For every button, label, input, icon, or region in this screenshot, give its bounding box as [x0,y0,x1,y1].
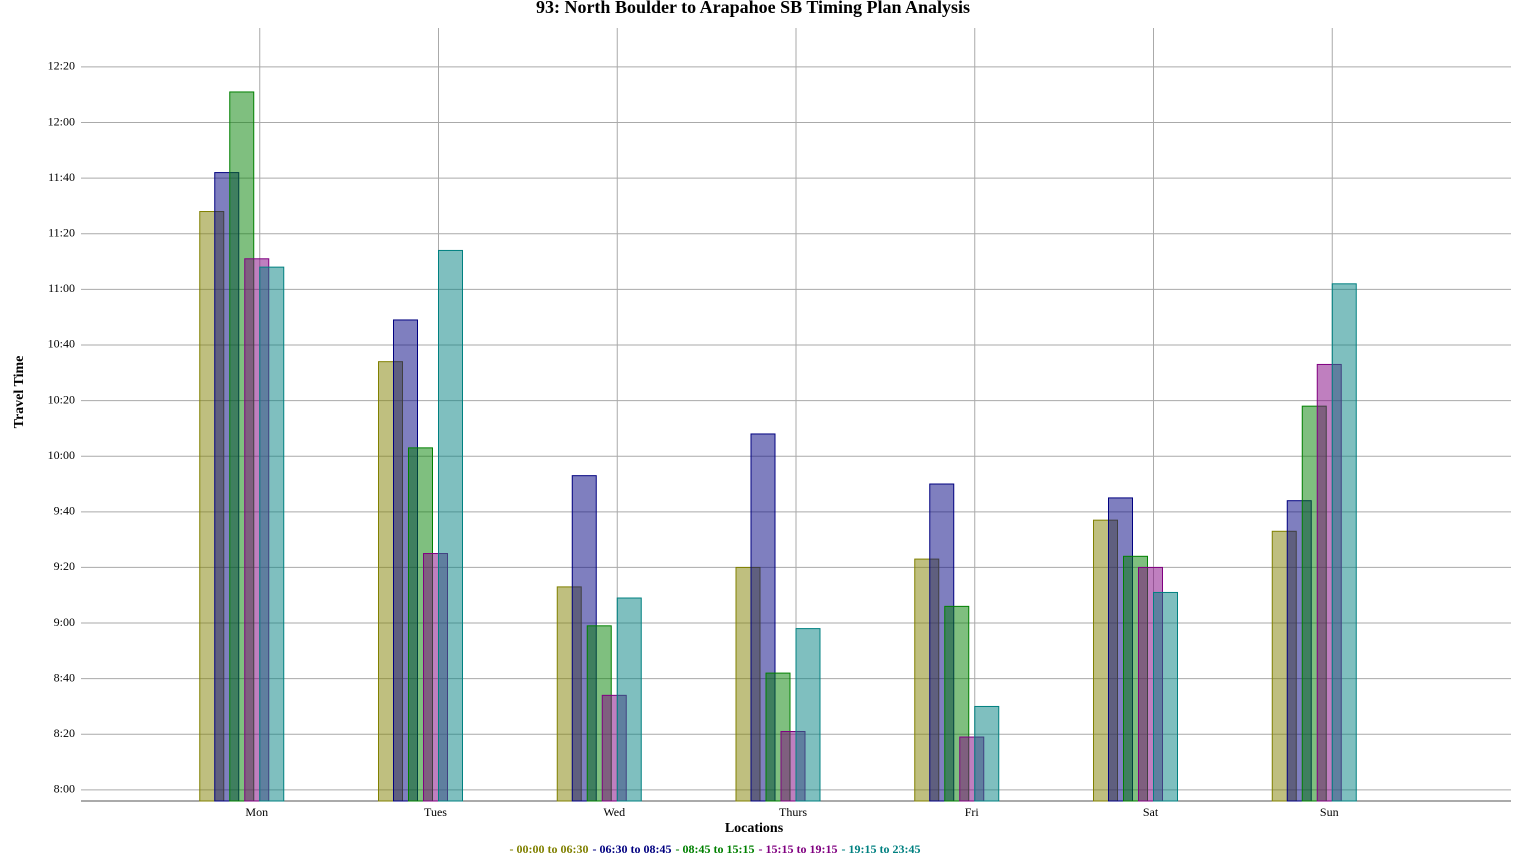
y-tick-label: 11:40 [48,170,75,184]
legend: - 00:00 to 06:30- 06:30 to 08:45- 08:45 … [0,842,1430,857]
y-tick-label: 10:00 [48,448,75,462]
legend-entry: - 19:15 to 23:45 [842,842,921,856]
x-tick-label: Thurs [779,805,807,819]
y-tick-label: 9:00 [54,615,75,629]
y-tick-label: 11:00 [48,281,75,295]
x-axis-title: Locations [725,821,784,836]
y-tick-label: 11:20 [48,226,75,240]
legend-label: 08:45 to 15:15 [682,842,755,856]
y-tick-label: 8:00 [54,782,75,796]
legend-marker: - [675,842,683,856]
y-axis-title: Travel Time [12,356,27,429]
legend-entry: - 15:15 to 19:15 [759,842,838,856]
chart: 93: North Boulder to Arapahoe SB Timing … [12,0,1511,836]
bar [795,628,821,802]
legend-label: 00:00 to 06:30 [516,842,589,856]
y-tick-label: 10:40 [48,337,75,351]
y-tick-label: 10:20 [48,392,75,406]
y-tick-label: 9:20 [54,559,75,573]
chart-title: 93: North Boulder to Arapahoe SB Timing … [536,0,970,17]
x-tick-label: Tues [424,805,447,819]
legend-marker: - [509,842,517,856]
y-tick-label: 12:00 [48,114,75,128]
legend-marker: - [758,842,766,856]
bar [1331,283,1357,802]
legend-marker: - [592,842,600,856]
y-tick-label: 8:20 [54,726,75,740]
bar [438,249,463,802]
x-tick-label: Sat [1143,805,1159,819]
legend-entry: - 06:30 to 08:45 [593,842,672,856]
legend-label: 19:15 to 23:45 [848,842,921,856]
legend-label: 15:15 to 19:15 [765,842,838,856]
x-tick-label: Fri [965,805,980,819]
x-tick-label: Wed [603,805,625,819]
y-tick-label: 8:40 [54,670,75,684]
bar [1153,591,1178,802]
legend-entry: - 08:45 to 15:15 [676,842,755,856]
legend-marker: - [841,842,849,856]
bar [616,597,642,802]
legend-entry: - 00:00 to 06:30 [510,842,589,856]
bar [974,705,1000,802]
y-tick-label: 9:40 [54,504,75,518]
x-tick-label: Sun [1320,805,1339,819]
bar [259,266,285,802]
y-tick-label: 12:20 [48,59,75,73]
x-tick-label: Mon [245,805,268,819]
legend-label: 06:30 to 08:45 [599,842,672,856]
